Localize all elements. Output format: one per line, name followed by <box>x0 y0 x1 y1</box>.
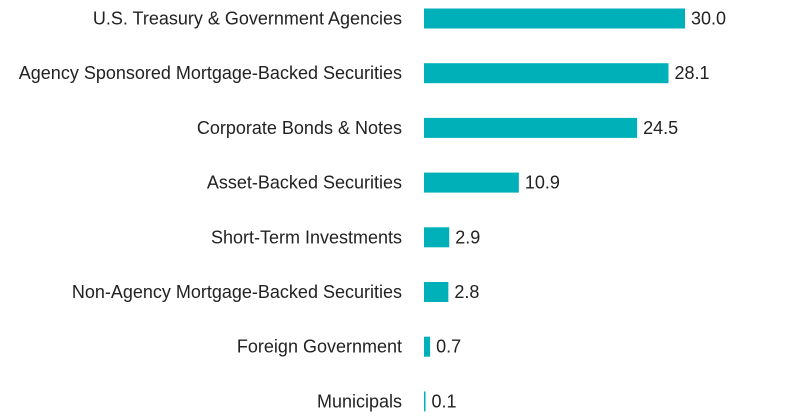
category-label-short-term-investments: Short-Term Investments <box>211 227 402 247</box>
value-label-agency-sponsored-mortgage-backed-securities: 28.1 <box>674 63 709 83</box>
bar-non-agency-mortgage-backed-securities <box>424 282 449 302</box>
category-label-foreign-government: Foreign Government <box>237 337 402 357</box>
category-labels: U.S. Treasury & Government Agencies Agenc… <box>19 9 402 412</box>
category-label-u-s-treasury-and-government-agencies: U.S. Treasury & Government Agencies <box>93 9 402 29</box>
value-label-asset-backed-securities: 10.9 <box>525 173 560 193</box>
category-label-agency-sponsored-mortgage-backed-securities: Agency Sponsored Mortgage-Backed Securit… <box>19 63 402 83</box>
value-label-municipals: 0.1 <box>432 391 457 411</box>
value-label-foreign-government: 0.7 <box>436 337 461 357</box>
bar-corporate-bonds-and-notes <box>424 117 638 138</box>
bar-u-s-treasury-and-government-agencies <box>424 8 685 29</box>
category-label-corporate-bonds-and-notes: Corporate Bonds & Notes <box>197 118 402 138</box>
category-label-non-agency-mortgage-backed-securities: Non-Agency Mortgage-Backed Securities <box>72 282 402 302</box>
value-label-u-s-treasury-and-government-agencies: 30.0 <box>691 9 726 29</box>
bar-asset-backed-securities <box>424 172 519 193</box>
bars <box>424 8 685 412</box>
value-labels: 30.0 28.1 24.5 10.9 2.9 2.8 0.7 0.1 <box>432 9 727 412</box>
bar-agency-sponsored-mortgage-backed-securities <box>424 63 669 84</box>
value-label-corporate-bonds-and-notes: 24.5 <box>643 118 678 138</box>
value-label-non-agency-mortgage-backed-securities: 2.8 <box>454 282 479 302</box>
bar-municipals <box>424 391 426 412</box>
category-label-municipals: Municipals <box>317 391 402 411</box>
bar-short-term-investments <box>424 227 450 248</box>
bar-foreign-government <box>424 336 431 357</box>
category-label-asset-backed-securities: Asset-Backed Securities <box>207 173 402 193</box>
value-label-short-term-investments: 2.9 <box>455 227 480 247</box>
